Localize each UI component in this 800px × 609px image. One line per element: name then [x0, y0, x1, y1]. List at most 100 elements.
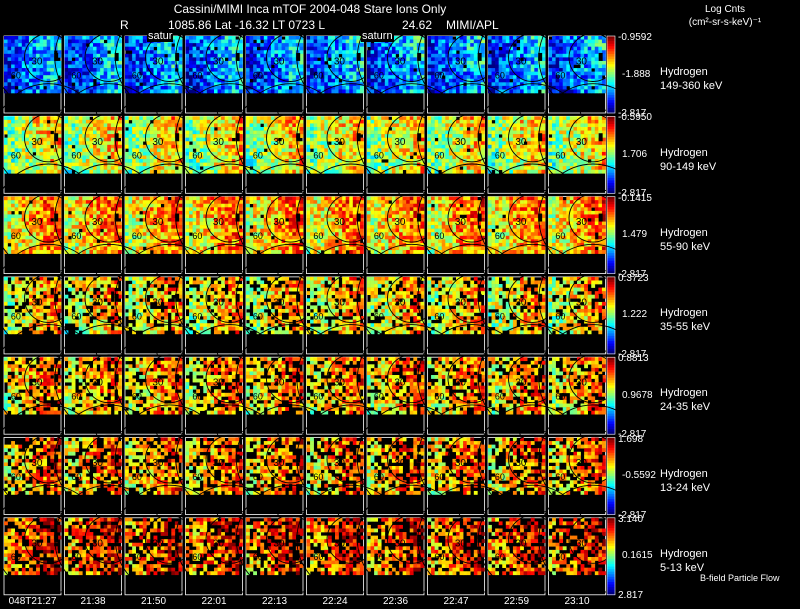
pixel-cell [196, 134, 201, 138]
pixel-cell [288, 148, 293, 153]
pixel-cell [480, 71, 485, 76]
pixel-cell [399, 43, 403, 47]
pixel-cell [452, 64, 457, 69]
pixel-cell [174, 60, 179, 65]
pixel-cell [36, 162, 40, 167]
pixel-cell [345, 169, 350, 174]
pixel-cell [445, 64, 450, 69]
pixel-cell [68, 57, 72, 62]
pixel-cell [367, 43, 371, 47]
pixel-cell [117, 126, 122, 131]
pixel-cell [438, 57, 443, 62]
pixel-cell [502, 78, 507, 83]
pixel-cell [149, 116, 154, 121]
pixel-cell [377, 116, 382, 121]
pixel-cell [427, 123, 432, 128]
pixel-cell [345, 60, 350, 65]
pixel-cell [117, 159, 122, 163]
pixel-cell [559, 46, 564, 51]
pixel-cell [235, 141, 240, 146]
pixel-cell [473, 78, 478, 83]
pixel-cell [292, 123, 297, 128]
pixel-cell [157, 169, 161, 174]
pixel-cell [399, 46, 403, 51]
pixel-cell [164, 64, 169, 69]
pixel-cell [253, 141, 257, 146]
pixel-cell [93, 68, 97, 72]
pixel-cell [594, 64, 599, 69]
pixel-cell [359, 71, 364, 76]
pixel-cell [7, 123, 12, 128]
pixel-cell [409, 36, 414, 40]
pixel-cell [477, 50, 482, 55]
pixel-cell [199, 60, 204, 65]
pixel-cell [295, 166, 300, 171]
pixel-cell [359, 159, 364, 163]
pixel-cell [530, 39, 535, 44]
pixel-cell [11, 39, 15, 44]
pixel-cell [448, 57, 453, 62]
pixel-cell [416, 36, 421, 40]
pixel-cell [520, 151, 524, 156]
pixel-cell [527, 57, 532, 62]
pixel-cell [96, 43, 101, 47]
pixel-cell [530, 89, 535, 94]
pixel-cell [203, 169, 208, 174]
pixel-cell [28, 123, 33, 128]
pixel-cell [527, 169, 532, 174]
colorbar-segment [607, 38, 615, 42]
pixel-cell [68, 159, 72, 163]
pixel-cell [452, 68, 457, 72]
pixel-cell [338, 166, 343, 171]
pixel-cell [231, 130, 236, 135]
pixel-cell [132, 116, 136, 121]
pixel-cell [342, 43, 346, 47]
pixel-cell [228, 60, 233, 65]
pixel-cell [349, 78, 354, 83]
pixel-cell [39, 144, 44, 149]
pixel-cell [125, 36, 129, 40]
pixel-cell [107, 60, 112, 65]
contour-label-60: 60 [495, 151, 505, 161]
pixel-cell [139, 78, 144, 83]
pixel-cell [370, 78, 375, 83]
pixel-cell [541, 78, 546, 83]
pixel-cell [317, 64, 322, 69]
pixel-cell [260, 116, 265, 121]
pixel-cell [331, 144, 336, 149]
pixel-cell [96, 166, 101, 171]
pixel-cell [466, 53, 471, 58]
pixel-cell [331, 169, 336, 174]
pixel-cell [406, 50, 411, 55]
pixel-cell [495, 126, 499, 131]
pixel-cell [299, 166, 304, 171]
pixel-cell [345, 36, 350, 40]
pixel-cell [21, 43, 26, 47]
pixel-cell [445, 78, 450, 83]
pixel-cell [278, 155, 282, 160]
pixel-cell [64, 162, 69, 167]
pixel-cell [206, 151, 211, 156]
pixel-cell [78, 82, 83, 87]
pixel-cell [313, 130, 318, 135]
pixel-cell [409, 43, 414, 47]
pixel-cell [164, 148, 169, 153]
pixel-cell [320, 166, 325, 171]
pixel-cell [530, 123, 535, 128]
pixel-cell [384, 53, 389, 58]
pixel-cell [324, 64, 329, 69]
pixel-cell [562, 130, 567, 135]
pixel-cell [25, 116, 30, 121]
pixel-cell [495, 39, 499, 44]
pixel-cell [541, 123, 546, 128]
pixel-cell [100, 68, 104, 72]
pixel-cell [142, 126, 147, 131]
pixel-cell [388, 155, 393, 160]
pixel-cell [388, 119, 393, 124]
pixel-cell [171, 159, 176, 163]
pixel-cell [96, 57, 101, 62]
pixel-cell [214, 89, 218, 94]
pixel-cell [452, 169, 457, 174]
pixel-cell [288, 126, 293, 131]
pixel-cell [498, 64, 503, 69]
